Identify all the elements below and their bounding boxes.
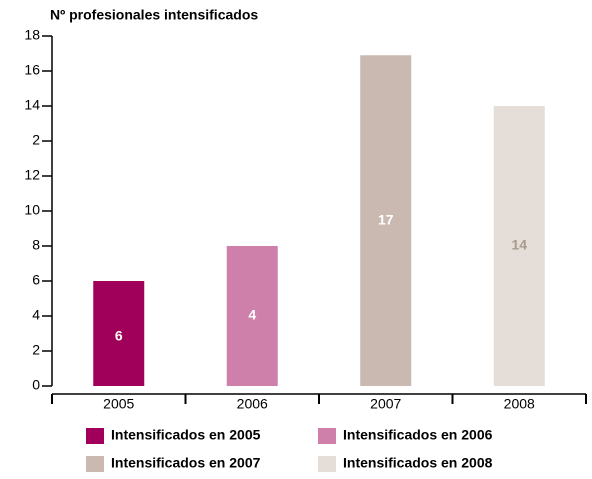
bar xyxy=(360,55,412,386)
bar-label: 14 xyxy=(511,237,527,253)
y-tick-label: 18 xyxy=(24,27,40,43)
chart-title: Nº profesionales intensificados xyxy=(50,7,258,23)
x-tick-label: 2008 xyxy=(504,396,535,412)
bar-label: 6 xyxy=(115,328,123,344)
y-tick-label: 4 xyxy=(32,307,40,323)
legend-label: Intensificados en 2006 xyxy=(343,427,493,443)
bar xyxy=(93,281,145,386)
bar-label: 17 xyxy=(378,211,394,227)
bar xyxy=(493,106,545,386)
legend-label: Intensificados en 2007 xyxy=(111,455,261,471)
legend-swatch xyxy=(86,428,104,444)
y-tick-label: 2 xyxy=(32,132,40,148)
y-tick-label: 6 xyxy=(32,272,40,288)
x-tick-label: 2006 xyxy=(237,396,268,412)
x-tick-label: 2007 xyxy=(370,396,401,412)
y-tick-label: 8 xyxy=(32,237,40,253)
y-tick-label: 10 xyxy=(24,202,40,218)
y-tick-label: 0 xyxy=(32,377,40,393)
legend-label: Intensificados en 2005 xyxy=(111,427,261,443)
legend-swatch xyxy=(318,456,336,472)
y-tick-label: 2 xyxy=(32,342,40,358)
legend-label: Intensificados en 2008 xyxy=(343,455,493,471)
y-tick-label: 16 xyxy=(24,62,40,78)
bar xyxy=(226,246,278,386)
bar-label: 4 xyxy=(248,307,256,323)
y-tick-label: 12 xyxy=(24,167,40,183)
y-tick-label: 14 xyxy=(24,97,40,113)
legend-swatch xyxy=(318,428,336,444)
legend-swatch xyxy=(86,456,104,472)
x-tick-label: 2005 xyxy=(103,396,134,412)
